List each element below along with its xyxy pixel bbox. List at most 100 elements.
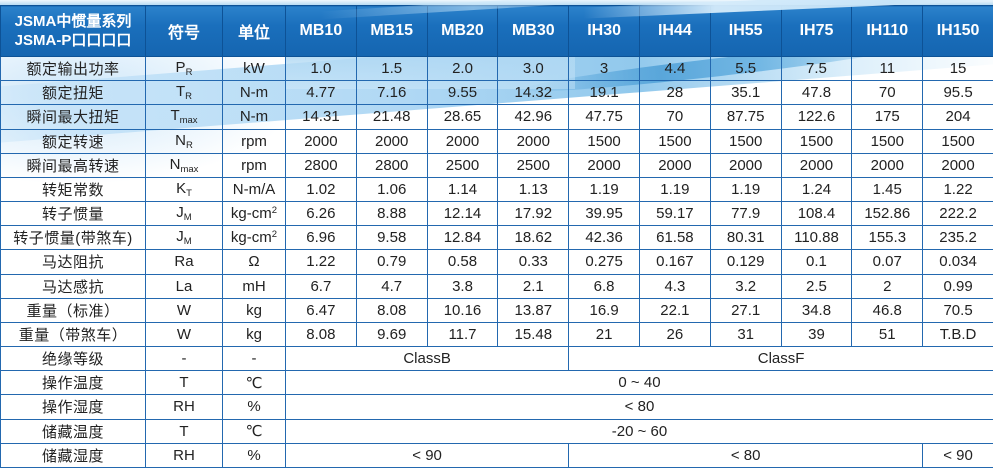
value-cell: 2.1: [497, 273, 570, 299]
value-cell: 6.7: [285, 273, 357, 299]
spec-row: 绝缘等级 - - ClassB ClassF: [0, 346, 993, 372]
row-label: 转子惯量: [0, 201, 146, 227]
value-cell: 4.3: [638, 273, 711, 299]
row-label: 转矩常数: [0, 176, 146, 203]
model-column-header: IH150: [922, 5, 993, 57]
value-cell: 6.47: [285, 297, 357, 323]
value-cell: 0.07: [851, 249, 924, 275]
row-label: 额定输出功率: [0, 55, 146, 82]
value-cell: 10.16: [426, 297, 499, 323]
symbol-cell: Nmax: [145, 152, 223, 178]
value-cell: 51: [851, 321, 924, 348]
row-label: 马达阻抗: [0, 249, 146, 275]
value-cell: 47.75: [568, 104, 640, 130]
symbol-cell: JM: [145, 225, 223, 251]
value-cell: 7.5: [780, 55, 853, 82]
value-cell: 2000: [497, 128, 570, 154]
unit-cell: N-m/A: [222, 176, 286, 203]
value-cell: 47.8: [780, 80, 853, 106]
value-cell: 235.2: [922, 225, 993, 251]
spec-row: 储藏温度 T ℃ -20 ~ 60: [0, 418, 993, 444]
value-cell: 0.1: [780, 249, 853, 275]
value-cell: 222.2: [922, 201, 993, 227]
value-cell: 1.19: [638, 176, 711, 203]
spec-row: 额定输出功率 PR kW 1.0 1.5 2.0 3.0 3 4.4 5.5 7.5 11 15: [0, 55, 993, 82]
unit-cell: %: [222, 394, 286, 420]
value-cell: 1.13: [497, 176, 570, 203]
symbol-cell: KT: [145, 176, 223, 203]
value-cell: 15: [922, 55, 993, 82]
unit-cell: ℃: [222, 418, 286, 444]
value-cell: 18.62: [497, 225, 570, 251]
value-cell: 46.8: [851, 297, 924, 323]
unit-cell: rpm: [222, 152, 286, 178]
value-cell: 1.19: [568, 176, 640, 203]
model-column-header: IH75: [780, 5, 853, 57]
value-cell: 1.24: [780, 176, 853, 203]
value-cell: 28.65: [426, 104, 499, 130]
row-label: 转子惯量(带煞车): [0, 225, 146, 251]
unit-cell: kg: [222, 321, 286, 348]
value-cell: 2.5: [780, 273, 853, 299]
header-row: JSMA中惯量系列 JSMA-P口口口口 符号 单位 MB10 MB15 MB20 M…: [0, 5, 993, 57]
value-cell: 108.4: [780, 201, 853, 227]
value-cell: 21: [568, 321, 640, 348]
model-column-header: MB30: [497, 5, 570, 57]
series-title-cell: JSMA中惯量系列 JSMA-P口口口口: [0, 5, 146, 57]
spec-row: 转子惯量 JM kg-cm2 6.26 8.88 12.14 17.92 39.95 59.17…: [0, 201, 993, 227]
value-cell: 1500: [780, 128, 853, 154]
value-cell: 39.95: [568, 201, 640, 227]
value-cell: T.B.D: [922, 321, 993, 348]
value-cell: 6.96: [285, 225, 357, 251]
value-cell: 2500: [426, 152, 499, 178]
merged-value-cell: < 90: [922, 442, 993, 468]
row-label: 瞬间最高转速: [0, 152, 146, 178]
unit-cell: kg-cm2: [222, 225, 286, 251]
spec-row: 转矩常数 KT N-m/A 1.02 1.06 1.14 1.13 1.19 1.19 1.19 1…: [0, 176, 993, 203]
value-cell: 3.2: [709, 273, 782, 299]
model-column-header: MB20: [426, 5, 499, 57]
value-cell: 9.58: [355, 225, 428, 251]
value-cell: 2000: [638, 152, 711, 178]
value-cell: 204: [922, 104, 993, 130]
model-column-header: MB10: [285, 5, 357, 57]
value-cell: 2000: [780, 152, 853, 178]
value-cell: 59.17: [638, 201, 711, 227]
value-cell: 2000: [355, 128, 428, 154]
model-column-header: IH44: [638, 5, 711, 57]
value-cell: 2800: [285, 152, 357, 178]
spec-row: 额定扭矩 TR N-m 4.77 7.16 9.55 14.32 19.1 28 35.1 47.8…: [0, 80, 993, 106]
value-cell: 39: [780, 321, 853, 348]
value-cell: 35.1: [709, 80, 782, 106]
row-label: 瞬间最大扭矩: [0, 104, 146, 130]
spec-row: 瞬间最高转速 Nmax rpm 2800 2800 2500 2500 2000 2000 200…: [0, 152, 993, 178]
value-cell: 2000: [568, 152, 640, 178]
value-cell: 27.1: [709, 297, 782, 323]
value-cell: 15.48: [497, 321, 570, 348]
value-cell: 0.79: [355, 249, 428, 275]
value-cell: 3.8: [426, 273, 499, 299]
value-cell: 17.92: [497, 201, 570, 227]
value-cell: 7.16: [355, 80, 428, 106]
value-cell: 4.4: [638, 55, 711, 82]
model-column-header: IH55: [709, 5, 782, 57]
symbol-cell: RH: [145, 394, 223, 420]
spec-row: 操作温度 T ℃ 0 ~ 40: [0, 370, 993, 396]
value-cell: 2000: [851, 152, 924, 178]
symbol-cell: RH: [145, 442, 223, 468]
row-label: 操作温度: [0, 370, 146, 396]
symbol-cell: Ra: [145, 249, 223, 275]
value-cell: 1500: [922, 128, 993, 154]
row-label: 储藏温度: [0, 418, 146, 444]
value-cell: 0.33: [497, 249, 570, 275]
value-cell: 3: [568, 55, 640, 82]
value-cell: 70.5: [922, 297, 993, 323]
value-cell: 11.7: [426, 321, 499, 348]
value-cell: 5.5: [709, 55, 782, 82]
value-cell: 95.5: [922, 80, 993, 106]
value-cell: 61.58: [638, 225, 711, 251]
value-cell: 2800: [355, 152, 428, 178]
value-cell: 1.06: [355, 176, 428, 203]
value-cell: 1.0: [285, 55, 357, 82]
